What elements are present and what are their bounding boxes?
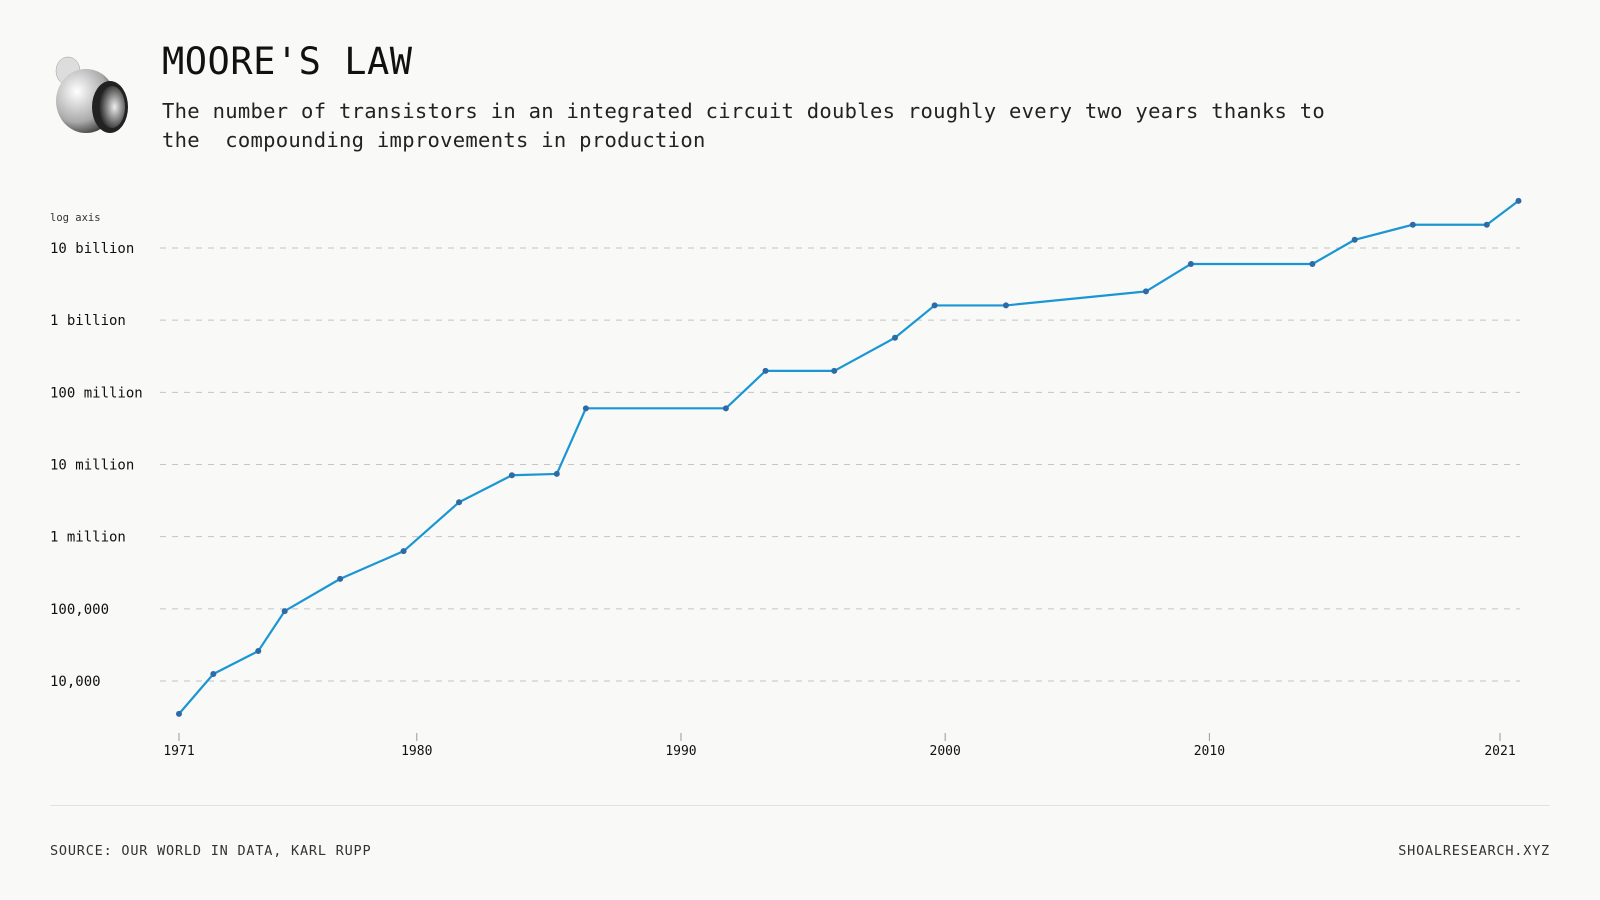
data-point bbox=[281, 608, 288, 615]
data-point bbox=[1187, 260, 1194, 267]
data-point bbox=[400, 548, 407, 555]
data-point bbox=[722, 405, 729, 412]
data-point bbox=[831, 367, 838, 374]
y-tick-label: 1 billion bbox=[50, 313, 126, 329]
data-point bbox=[1351, 236, 1358, 243]
footer-divider bbox=[50, 805, 1550, 806]
y-tick-label: 100,000 bbox=[50, 602, 109, 618]
x-tick-label: 2010 bbox=[1194, 744, 1225, 759]
data-point bbox=[1409, 221, 1416, 228]
data-point bbox=[456, 499, 463, 506]
x-tick-label: 1990 bbox=[665, 744, 696, 759]
x-tick-label: 2000 bbox=[930, 744, 961, 759]
data-point bbox=[508, 472, 515, 479]
y-tick-label: 100 million bbox=[50, 385, 143, 401]
y-tick-label: 1 million bbox=[50, 530, 126, 546]
data-point bbox=[1142, 288, 1149, 295]
page-title: MOORE'S LAW bbox=[162, 40, 413, 83]
x-tick-label: 1980 bbox=[401, 744, 432, 759]
data-point bbox=[255, 648, 262, 655]
y-axis-scale-label: log axis bbox=[50, 212, 101, 224]
source-note: SOURCE: OUR WORLD IN DATA, KARL RUPP bbox=[50, 843, 372, 859]
y-tick-label: 10,000 bbox=[50, 674, 101, 690]
data-point bbox=[1002, 302, 1009, 309]
data-point bbox=[762, 367, 769, 374]
data-point bbox=[582, 405, 589, 412]
page-subtitle: The number of transistors in an integrat… bbox=[162, 99, 1326, 152]
data-point bbox=[210, 671, 217, 678]
series-line bbox=[178, 199, 1520, 715]
data-point bbox=[337, 575, 344, 582]
y-tick-label: 10 billion bbox=[50, 241, 134, 257]
data-point bbox=[1515, 197, 1522, 204]
x-tick-label: 1971 bbox=[163, 744, 194, 759]
data-point bbox=[1309, 260, 1316, 267]
data-point bbox=[1483, 221, 1490, 228]
data-point bbox=[891, 334, 898, 341]
x-tick-label: 2021 bbox=[1484, 744, 1515, 759]
data-point bbox=[176, 710, 182, 717]
y-tick-label: 10 million bbox=[50, 457, 134, 473]
shell-logo bbox=[55, 56, 128, 133]
data-point bbox=[553, 470, 560, 477]
data-point bbox=[931, 302, 938, 309]
site-credit: SHOALRESEARCH.XYZ bbox=[1398, 843, 1550, 859]
